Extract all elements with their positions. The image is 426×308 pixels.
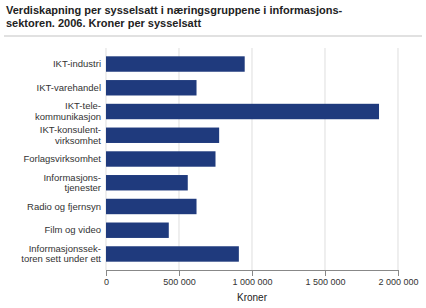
category-label-line: IKT-konsulent-: [40, 124, 101, 135]
tick: Informasjonssek-toren sett under ett: [21, 243, 101, 264]
x-axis: 0 500 000 1 000 000 1 500 000 2 000 000: [104, 270, 419, 287]
tick: IKT-industri: [53, 58, 101, 69]
category-label-line: IKT-varehandel: [37, 82, 101, 93]
bar: [106, 104, 379, 119]
title: Verdiskapning per sysselsatt i næringsgr…: [6, 4, 343, 29]
bar: [106, 175, 188, 190]
category-label-line: toren sett under ett: [21, 253, 101, 264]
title-line: Verdiskapning per sysselsatt i næringsgr…: [6, 4, 343, 16]
separator: [4, 36, 422, 37]
tick-label: 0: [104, 277, 109, 287]
grid-line: [252, 48, 253, 270]
y-axis: Informasjonssek-toren sett under ett Film…: [21, 58, 101, 264]
tick-mark: [325, 270, 326, 276]
plot: 0 500 000 1 000 000 1 500 000 2 000 000 Krone…: [21, 48, 418, 303]
tick: IKT-konsulent-virksomhet: [40, 124, 102, 145]
grid-line: [398, 48, 399, 270]
tick-label: 2 000 000: [378, 277, 418, 287]
tick: 1 000 000: [232, 270, 272, 287]
tick: Forlagsvirksomhet: [23, 153, 101, 164]
bar: [106, 56, 245, 71]
tick: 500 000: [163, 270, 196, 287]
tick: Radio og fjernsyn: [27, 201, 101, 212]
tick-mark: [398, 270, 399, 276]
category-label-line: virksomhet: [55, 135, 101, 146]
category-label: IKT-konsulent-virksomhet: [40, 124, 102, 145]
category-label: IKT-tele-kommunikasjon: [35, 100, 101, 121]
bar: [106, 246, 239, 261]
bar: [106, 151, 216, 166]
category-label: IKT-varehandel: [37, 82, 101, 93]
category-label-line: Radio og fjernsyn: [27, 201, 101, 212]
category-label: Film og video: [45, 224, 102, 235]
tick: IKT-varehandel: [37, 82, 101, 93]
tick: Film og video: [45, 224, 102, 235]
tick-label: 1 500 000: [305, 277, 345, 287]
category-label: IKT-industri: [53, 58, 101, 69]
bar: [106, 199, 197, 214]
title-line: sektoren. 2006. Kroner per sysselsatt: [6, 17, 201, 29]
category-label-line: kommunikasjon: [35, 111, 101, 122]
category-label: Radio og fjernsyn: [27, 201, 101, 212]
tick: Informasjons-tjenester: [43, 172, 101, 193]
grid-line: [325, 48, 326, 270]
x-axis-title: Kroner: [237, 292, 268, 303]
category-label-line: tjenester: [65, 182, 101, 193]
category-label-line: IKT-industri: [53, 58, 101, 69]
tick: 0: [104, 270, 109, 287]
category-label-line: Informasjonssek-: [29, 243, 101, 254]
tick-mark: [252, 270, 253, 276]
bar: [106, 223, 169, 238]
chart: Verdiskapning per sysselsatt i næringsgr…: [0, 0, 426, 308]
category-label: Informasjonssek-toren sett under ett: [21, 243, 101, 264]
bar: [106, 80, 197, 95]
bar: [106, 128, 219, 143]
tick-mark: [179, 270, 180, 276]
tick-label: 500 000: [163, 277, 196, 287]
category-label: Informasjons-tjenester: [43, 172, 101, 193]
category-label-line: Informasjons-: [43, 172, 101, 183]
category-label-line: Film og video: [45, 224, 102, 235]
bars: [106, 56, 379, 261]
grid: [106, 48, 398, 270]
tick: 2 000 000: [378, 270, 418, 287]
tick-label: 1 000 000: [232, 277, 272, 287]
category-label-line: Forlagsvirksomhet: [23, 153, 101, 164]
tick: 1 500 000: [305, 270, 345, 287]
category-label: Forlagsvirksomhet: [23, 153, 101, 164]
tick-mark: [106, 270, 107, 276]
tick: IKT-tele-kommunikasjon: [35, 100, 101, 121]
category-label-line: IKT-tele-: [65, 100, 101, 111]
